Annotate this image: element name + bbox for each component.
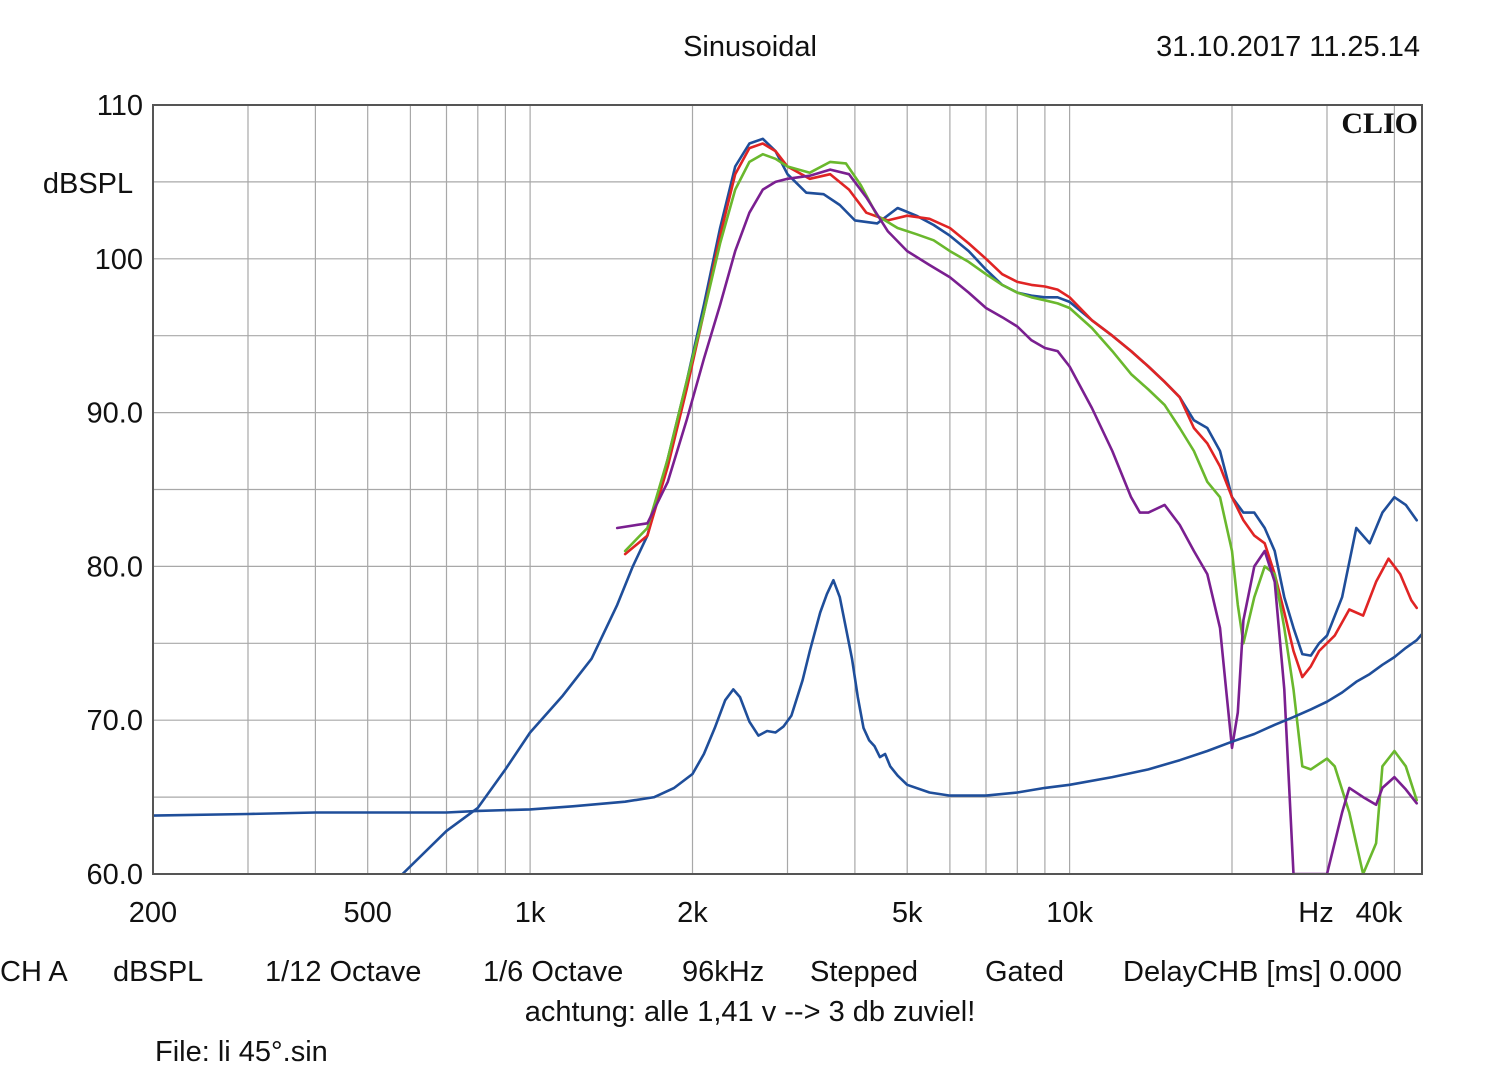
y-tick-label: 100 [95, 244, 143, 276]
timestamp: 31.10.2017 11.25.14 [1156, 31, 1420, 63]
setting-mode: Stepped [810, 956, 919, 988]
setting-channel: CH A [0, 956, 68, 988]
series-line-3 [623, 152, 1418, 874]
chart-title: Sinusoidal [683, 31, 817, 63]
x-tick-label: 1k [515, 897, 546, 929]
series-line-4 [615, 168, 1418, 874]
y-tick-label: 60.0 [87, 859, 143, 891]
series-line-2 [623, 142, 1418, 679]
x-tick-label: 5k [892, 897, 923, 929]
x-tick-label: 10k [1046, 897, 1093, 929]
plot-grid [152, 104, 1422, 875]
series-line-1 [401, 137, 1418, 874]
measurement-note: achtung: alle 1,41 v --> 3 db zuviel! [524, 996, 976, 1028]
y-tick-label: 80.0 [87, 551, 143, 583]
y-tick-label: 70.0 [87, 705, 143, 737]
measurement-settings: CH A dBSPL 1/12 Octave 1/6 Octave 96kHz … [0, 956, 1500, 992]
series-line-5 [153, 578, 1422, 817]
y-tick-labels: 110 100 90.0 80.0 70.0 60.0 [87, 90, 143, 891]
x-tick-label: 40k [1356, 897, 1403, 929]
file-name: File: li 45°.sin [155, 1036, 328, 1068]
setting-smoothing: 1/12 Octave [265, 956, 422, 988]
plot-frame [152, 104, 1423, 875]
x-unit-label: Hz [1298, 897, 1333, 929]
y-tick-label: 110 [97, 90, 143, 122]
y-tick-label: 90.0 [87, 398, 143, 430]
x-tick-label: 500 [344, 897, 392, 929]
setting-unit: dBSPL [113, 956, 204, 988]
setting-delay: DelayCHB [ms] 0.000 [1123, 956, 1402, 988]
x-tick-label: 2k [677, 897, 708, 929]
setting-resolution: 1/6 Octave [483, 956, 624, 988]
y-axis-label: dBSPL [43, 168, 133, 200]
brand-logo: CLIO [1341, 107, 1418, 140]
x-tick-label: 200 [129, 897, 177, 929]
setting-sample-rate: 96kHz [682, 956, 765, 988]
x-tick-labels: 200 500 1k 2k 5k 10k 40k [129, 897, 1403, 929]
setting-gating: Gated [985, 956, 1064, 988]
plot-series [153, 137, 1422, 874]
